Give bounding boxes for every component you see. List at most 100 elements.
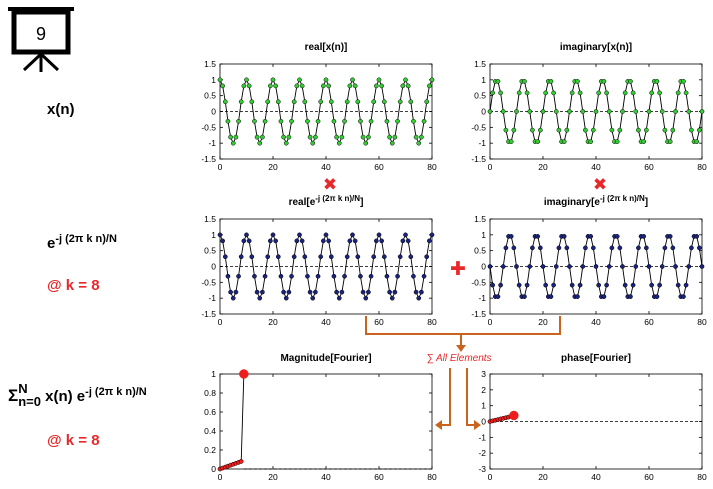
y-tick-label: -1.5 [201,309,216,319]
data-point [646,109,652,114]
projector-screen-icon: 9 [8,7,74,72]
data-point [241,83,247,89]
data-point [246,83,252,89]
y-tick-label: -1 [478,293,486,303]
data-point [633,109,639,114]
data-point [659,264,665,269]
data-point [405,83,411,89]
data-point [262,273,268,279]
data-point [699,264,705,269]
data-point [238,99,244,105]
data-point [419,134,424,140]
plus-icon: ✚ [450,259,466,280]
x-tick-label: 0 [488,317,493,327]
data-point [315,273,321,279]
data-point [358,273,363,279]
data-point [583,245,588,251]
data-point [281,289,286,295]
data-point [328,99,334,105]
y-tick-label: 1 [211,230,216,240]
data-point [508,234,514,239]
x-tick-label: 60 [374,162,384,172]
y-tick-label: 1 [481,75,486,85]
data-point [273,83,278,89]
kernel-exponent: -j (2π k n)/N [55,233,117,245]
data-point [392,134,398,140]
data-point [379,238,384,244]
data-point [419,289,424,295]
data-point [567,109,572,114]
data-point [516,90,522,96]
data-point [238,459,244,464]
data-point [588,139,594,144]
data-point [538,245,543,251]
y-tick-label: 1 [211,75,216,85]
data-point [397,254,403,260]
data-point [283,140,289,146]
y-tick-label: 0.5 [204,91,216,101]
data-point [352,238,358,244]
y-tick-label: 1.5 [204,59,216,69]
data-point [427,238,432,244]
x-tick-label: 40 [321,162,331,172]
data-point [564,245,570,251]
data-point [556,245,562,251]
y-tick-label: 0.5 [474,91,486,101]
data-point [636,127,641,133]
data-point [336,140,342,146]
data-point [397,99,403,105]
data-point [360,134,366,140]
data-point [569,282,575,288]
y-tick-label: -1 [478,138,486,148]
data-point [522,294,527,299]
data-point [540,264,546,269]
data-point [228,289,233,295]
data-point [358,118,363,124]
chart-title: phase[Fourier] [561,353,631,364]
data-point [339,134,345,140]
data-point [681,79,686,84]
data-point [275,254,281,260]
x-tick-label: 0 [488,162,493,172]
data-point [421,273,427,279]
data-point [381,99,387,105]
data-point [403,77,408,83]
plot-frame [219,373,433,470]
chart-phase: phase[Fourier] 0 20 40 60 80 3 2 1 0 -1 -2 -3 [478,353,707,482]
data-point [509,410,519,421]
data-point [344,254,350,260]
data-point [416,140,422,146]
chart-title: imaginary[e-j (2π k n)/N] [544,194,648,208]
data-point [384,118,390,124]
data-point [313,289,318,295]
data-point [355,99,361,105]
data-point [395,273,400,279]
data-point [575,79,580,84]
data-point [252,273,257,279]
y-tick-label: -2 [478,448,486,458]
data-point [490,282,495,288]
data-point [270,232,276,238]
x-tick-label: 80 [697,162,707,172]
data-point [225,118,231,124]
fourier-sum-label: Σ N n=0 x(n) e-j (2π k n)/N [8,382,147,410]
data-point [569,90,575,96]
data-point [577,90,583,96]
chart-real-x: real[x(n)] 0 20 40 60 80 1.5 1 0.5 0 -0.5 -1 -1.5 [201,42,437,172]
data-point [220,83,225,89]
data-point [604,90,609,96]
data-point [641,139,647,144]
data-point [347,238,353,244]
data-point [244,232,249,238]
data-point [699,109,705,114]
data-point [278,118,284,124]
data-point [524,282,530,288]
data-point [416,295,422,301]
data-point [328,254,334,260]
data-point [667,234,673,239]
signal-label: x(n) [47,101,75,118]
sum-exponent: -j (2π k n)/N [85,385,147,398]
data-point [681,294,686,299]
data-point [318,254,324,260]
